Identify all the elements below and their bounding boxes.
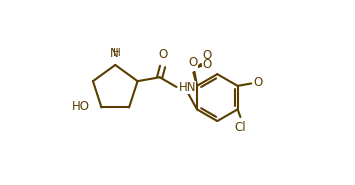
- Text: H: H: [113, 48, 121, 58]
- Text: O: O: [202, 49, 211, 62]
- Text: HN: HN: [179, 81, 196, 95]
- Text: Cl: Cl: [235, 122, 246, 134]
- Text: O: O: [158, 48, 167, 61]
- Text: O: O: [254, 76, 263, 89]
- Text: HO: HO: [72, 100, 90, 113]
- Text: N: N: [110, 48, 119, 60]
- Text: O: O: [189, 58, 198, 71]
- Text: O: O: [203, 58, 212, 71]
- Text: O: O: [189, 56, 198, 69]
